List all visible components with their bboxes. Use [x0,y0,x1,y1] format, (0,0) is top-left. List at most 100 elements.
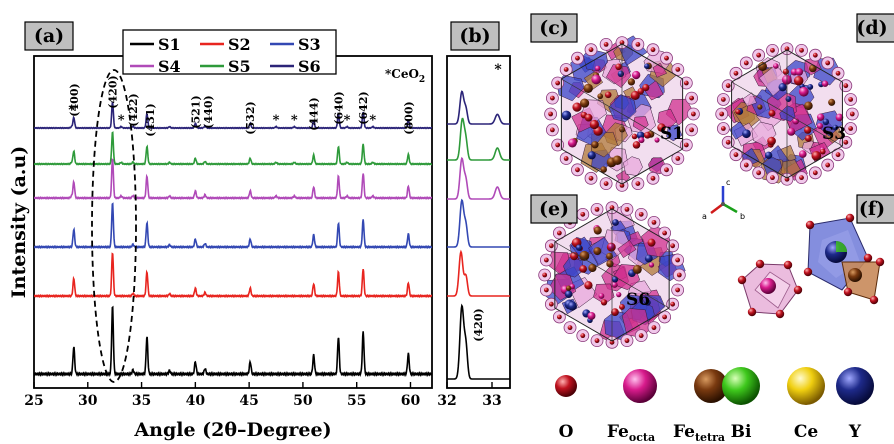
atom-sphere-o [555,375,577,397]
panel-tag-e: (e) [530,194,578,224]
svg-text:(e): (e) [539,198,569,220]
dashed-ellipse-420 [91,69,137,383]
atom-sphere-bi [722,367,760,405]
x-tick-label-b: 33 [482,393,501,409]
structure-label-s3: S3 [822,124,846,144]
svg-text:(d): (d) [856,17,887,39]
zoom-series-s5 [447,117,510,161]
plot-frame-b [446,55,511,389]
series-s1 [34,305,432,378]
xrd-traces [34,101,432,378]
ceo2-star-b: * [494,62,502,78]
legend-label-s4: S4 [158,57,181,76]
panel-tag-c: (c) [530,13,578,43]
atom-legend: O Feocta Fetetra Bi Ce Y [555,367,874,444]
x-axis-a: 25 30 35 40 45 50 55 60 [24,382,420,409]
svg-text:(b): (b) [459,25,490,47]
zoom-series-s6 [447,90,510,125]
axes-triad: c a b [702,178,745,221]
panel-tag-d: (d) [856,13,894,43]
atom-label-fe-octa: Feocta [607,422,655,444]
legend-label-s2: S2 [228,35,251,54]
panel-tag-f: (f) [856,194,894,224]
zoom-series-s2 [447,249,510,297]
svg-text:(f): (f) [859,198,885,220]
zoom-series-s1 [447,303,510,380]
atom-sphere-ce [787,367,825,405]
triad-a-axis [710,203,724,214]
peak-label: (642) [357,91,370,124]
peak-label: (431) [144,103,157,136]
svg-text:(c): (c) [539,17,569,39]
x-axis-b: 32 33 [437,382,502,409]
legend-label-s5: S5 [228,57,251,76]
triad-b-axis [722,202,738,214]
series-s6 [34,101,432,130]
panel-a-xrd-chart: 25 30 35 40 45 50 55 60 (400) (420)(422) (431) (52… [8,21,433,441]
x-tick-label-a: 25 [24,393,43,409]
x-tick-label-b: 32 [437,393,456,409]
x-axis-title: Angle (2θ–Degree) [133,419,331,441]
ceo2-star: * [344,113,351,128]
x-tick-label-a: 55 [347,393,366,409]
zoom-traces [447,90,510,380]
zoom-series-s3 [447,198,510,248]
ceo2-annotation: *CeO2 [385,67,425,85]
atom-sphere-fe-octa [623,369,657,403]
y-axis-title: Intensity (a.u) [8,146,30,298]
panel-b-zoom-chart: 32 33 * (420) (b) [437,21,511,409]
structure-label-s1: S1 [660,124,684,144]
atom-label-y: Y [848,422,862,442]
series-s5 [34,131,432,166]
triad-c-label: c [726,178,730,187]
x-tick-label-a: 30 [78,393,98,409]
triad-b-label: b [740,212,745,221]
polyhedra-detail-f [737,213,885,319]
ceo2-star: * [118,113,125,128]
legend-label-s3: S3 [298,35,321,54]
ceo2-star: * [291,113,298,128]
series-s3 [34,202,432,250]
peak-label: (640) [332,91,345,124]
peak-label: (440) [202,95,215,128]
crystal-structure-s1 [544,35,700,192]
x-tick-label-a: 50 [293,393,313,409]
series-s4 [34,158,432,200]
atom-label-ce: Ce [794,422,819,442]
ceo2-star: * [273,113,280,128]
x-tick-label-a: 45 [239,393,258,409]
atom-label-o: O [559,422,574,442]
plot-frame-a [33,55,433,389]
atom-sphere-y [836,367,874,405]
peak-label: (521) [189,95,202,128]
series-s2 [34,252,432,299]
crystal-structure-s6 [538,201,686,349]
svg-text:(a): (a) [34,25,64,47]
peak-label: (420) [107,75,120,108]
atom-label-fe-tetra: Fetetra [673,422,725,444]
peak-labels: (400) (420)(422) (431) (521) (440) (532) (444)… [68,75,416,136]
crystal-structure-s3 [715,42,859,186]
ceo2-star: * [68,103,75,118]
peak-label: (444) [308,97,321,130]
atom-label-bi: Bi [731,422,752,442]
legend: S1 S2 S3 S4 S5 S6 [122,29,337,76]
peak-label: (400) [68,83,81,116]
x-tick-label-a: 60 [401,393,421,409]
legend-box [122,29,337,75]
structure-label-s6: S6 [626,290,650,310]
panel-tag-b: (b) [450,21,500,51]
panel-tag-a: (a) [24,21,74,51]
x-tick-label-a: 40 [186,393,206,409]
ceo2-star: * [369,113,376,128]
triad-a-label: a [702,212,707,221]
peak-label: (532) [244,101,257,134]
legend-label-s1: S1 [158,35,181,54]
peak-label-420-b: (420) [472,308,485,341]
legend-label-s6: S6 [298,57,321,76]
peak-label: (800) [402,101,415,134]
zoom-series-s4 [447,156,510,200]
atom-sphere-fe-tetra [694,369,728,403]
x-tick-label-a: 35 [132,393,151,409]
